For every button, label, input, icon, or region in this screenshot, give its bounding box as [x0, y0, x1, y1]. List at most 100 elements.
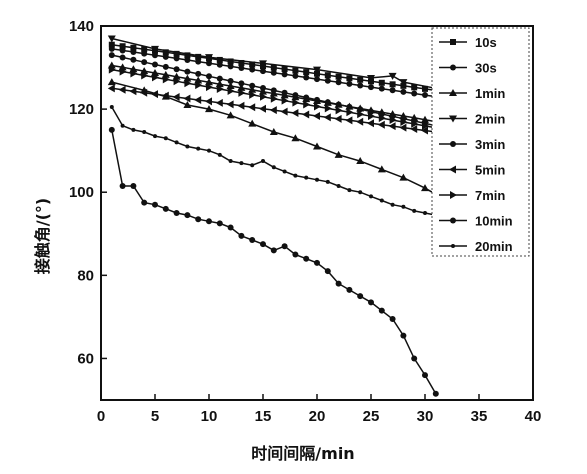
data-point: [195, 58, 202, 65]
data-point: [303, 100, 311, 109]
y-tick-label: 100: [69, 184, 94, 201]
data-point: [303, 69, 310, 76]
data-point: [173, 55, 180, 62]
data-point: [195, 216, 202, 223]
series-20min: [109, 105, 438, 218]
data-point: [184, 52, 191, 59]
series-3min: [108, 52, 439, 129]
data-point: [421, 115, 429, 123]
x-tick-label: 10: [201, 408, 218, 425]
data-point: [303, 94, 310, 101]
legend-entry: 10s: [439, 35, 497, 50]
data-point: [141, 59, 148, 66]
data-point: [207, 148, 211, 153]
data-point: [141, 71, 149, 80]
legend-label: 5min: [475, 163, 505, 178]
data-point: [281, 243, 288, 250]
x-axis: 0 5 10 15 20 25 30 35 40: [97, 394, 541, 425]
data-point: [281, 71, 288, 78]
data-point: [184, 212, 191, 219]
data-point: [304, 175, 309, 180]
data-point: [357, 293, 364, 300]
data-point: [227, 77, 234, 84]
data-point: [216, 61, 223, 68]
data-point: [281, 96, 289, 105]
data-point: [399, 79, 408, 87]
data-point: [259, 104, 266, 113]
series-line: [111, 37, 436, 90]
data-point: [377, 165, 386, 173]
data-point: [357, 110, 365, 119]
data-point: [226, 82, 235, 90]
data-point: [162, 63, 169, 70]
data-point: [292, 251, 299, 258]
series-line: [111, 81, 437, 195]
data-point: [388, 72, 397, 80]
data-point: [324, 104, 332, 113]
data-point: [162, 53, 169, 60]
y-tick-label: 80: [77, 267, 94, 284]
data-point: [423, 211, 427, 215]
data-point: [215, 98, 223, 107]
data-point: [206, 73, 212, 80]
data-point: [216, 56, 223, 63]
data-point: [216, 220, 223, 227]
data-point: [378, 114, 386, 123]
data-point: [205, 78, 213, 86]
data-point: [356, 117, 364, 126]
data-point: [421, 126, 428, 135]
data-point: [324, 99, 331, 106]
data-point: [303, 74, 310, 81]
data-point: [411, 84, 418, 91]
data-point: [238, 232, 245, 239]
data-point: [325, 179, 330, 184]
data-point: [346, 80, 353, 87]
data-point: [238, 64, 245, 71]
data-point: [346, 286, 353, 293]
data-point: [368, 299, 374, 306]
data-point: [216, 85, 224, 94]
data-point: [377, 120, 385, 129]
data-point: [195, 70, 202, 77]
data-point: [249, 237, 256, 244]
data-point: [368, 84, 374, 91]
data-point: [390, 202, 395, 207]
data-point: [357, 76, 364, 83]
series-10min: [108, 126, 439, 397]
data-point: [260, 85, 266, 92]
series-30s: [108, 45, 439, 100]
data-point: [270, 247, 277, 254]
data-point: [261, 159, 265, 164]
data-point: [432, 390, 439, 397]
data-point: [206, 218, 212, 225]
data-point: [161, 92, 170, 100]
data-point: [227, 63, 234, 70]
legend-swatch-marker: [450, 39, 456, 45]
data-point: [162, 75, 170, 84]
data-point: [292, 98, 300, 107]
data-point: [399, 173, 408, 181]
data-point: [400, 332, 407, 339]
data-point: [239, 161, 244, 166]
data-point: [119, 47, 126, 54]
legend-swatch-marker: [450, 217, 456, 224]
y-tick-label: 140: [69, 18, 94, 35]
data-point: [259, 60, 267, 68]
data-point: [162, 205, 169, 212]
data-point: [323, 113, 331, 122]
data-point: [324, 77, 331, 84]
data-point: [184, 79, 192, 88]
data-point: [173, 77, 181, 86]
legend-swatch-marker: [450, 64, 456, 71]
data-point: [108, 126, 115, 133]
legend-swatch-marker: [449, 165, 456, 174]
data-point: [346, 75, 353, 82]
data-point: [205, 54, 213, 62]
legend-label: 10min: [475, 214, 513, 229]
data-point: [259, 87, 267, 95]
legend-label: 2min: [475, 112, 505, 127]
data-point: [293, 173, 298, 178]
data-point: [183, 100, 192, 108]
data-point: [281, 89, 288, 96]
